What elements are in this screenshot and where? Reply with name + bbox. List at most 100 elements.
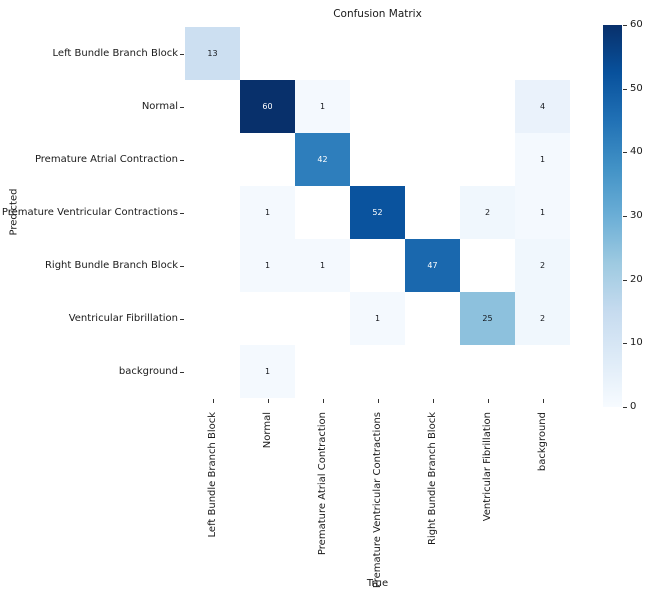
y-tick-label: Ventricular Fibrillation xyxy=(68,312,178,324)
cell-annotation: 60 xyxy=(262,102,273,111)
heatmap-cell xyxy=(405,80,460,133)
cell-annotation: 52 xyxy=(372,208,383,217)
cell-annotation: 1 xyxy=(374,314,381,323)
heatmap-cell xyxy=(350,345,405,398)
heatmap-cell xyxy=(185,292,240,345)
heatmap-cell: 1 xyxy=(295,80,350,133)
cell-annotation: 2 xyxy=(484,208,491,217)
heatmap-cell: 2 xyxy=(515,292,570,345)
heatmap-cell xyxy=(515,27,570,80)
cell-annotation: 1 xyxy=(264,208,271,217)
colorbar-tick-label: 10 xyxy=(630,337,643,349)
x-tick-mark xyxy=(322,399,324,403)
heatmap-cell xyxy=(405,27,460,80)
heatmap-cell: 4 xyxy=(515,80,570,133)
heatmap-cell xyxy=(295,27,350,80)
heatmap-cell xyxy=(460,27,515,80)
x-tick-mark xyxy=(377,399,379,403)
heatmap-cell: 47 xyxy=(405,239,460,292)
heatmap-cell: 13 xyxy=(185,27,240,80)
y-tick-label: Normal xyxy=(141,100,178,112)
colorbar-tick-label: 60 xyxy=(630,19,643,30)
cell-annotation: 47 xyxy=(427,261,438,270)
y-tick-mark xyxy=(180,371,184,373)
y-tick-label: Premature Ventricular Contractions xyxy=(1,206,178,218)
heatmap-cell xyxy=(185,345,240,398)
y-tick-mark xyxy=(180,212,184,214)
y-tick-mark xyxy=(180,159,184,161)
x-tick-mark xyxy=(212,399,214,403)
cell-annotation: 2 xyxy=(539,261,546,270)
colorbar-tick-label: 20 xyxy=(630,273,643,285)
heatmap-cell: 2 xyxy=(460,186,515,239)
colorbar-tick-mark xyxy=(623,152,627,154)
heatmap-cell xyxy=(460,345,515,398)
cell-annotation: 25 xyxy=(482,314,493,323)
x-tick-mark xyxy=(267,399,269,403)
heatmap-cell xyxy=(295,345,350,398)
heatmap-cell: 60 xyxy=(240,80,295,133)
heatmap-cell: 2 xyxy=(515,239,570,292)
heatmap-cell: 1 xyxy=(515,186,570,239)
chart-title: Confusion Matrix xyxy=(333,8,422,20)
colorbar-tick-mark xyxy=(623,88,627,90)
heatmap-cell: 1 xyxy=(350,292,405,345)
x-tick-mark xyxy=(542,399,544,403)
cell-annotation: 42 xyxy=(317,155,328,164)
heatmap-cell xyxy=(350,80,405,133)
x-tick-mark xyxy=(487,399,489,403)
colorbar-tick-label: 50 xyxy=(630,82,643,94)
heatmap-grid: 13 60 1 4 42 1 1 52 2 1 1 1 47 2 1 25 2 1 xyxy=(185,27,570,398)
heatmap-cell: 1 xyxy=(240,239,295,292)
y-tick-label: background xyxy=(118,365,178,377)
colorbar-tick-label: 0 xyxy=(630,401,637,412)
heatmap-cell xyxy=(460,239,515,292)
cell-annotation: 2 xyxy=(539,314,546,323)
y-tick-label: Left Bundle Branch Block xyxy=(52,47,178,59)
cell-annotation: 1 xyxy=(264,367,271,376)
heatmap-cell xyxy=(185,186,240,239)
y-tick-mark xyxy=(180,265,184,267)
heatmap-cell xyxy=(460,133,515,186)
heatmap-cell: 42 xyxy=(295,133,350,186)
heatmap-cell: 1 xyxy=(240,186,295,239)
heatmap-cell xyxy=(295,186,350,239)
y-tick-mark xyxy=(180,53,184,55)
cell-annotation: 1 xyxy=(539,208,546,217)
cell-annotation: 4 xyxy=(539,102,546,111)
y-tick-mark xyxy=(180,106,184,108)
heatmap-cell xyxy=(405,186,460,239)
heatmap-cell xyxy=(350,239,405,292)
colorbar-tick-mark xyxy=(623,216,627,217)
y-tick-mark xyxy=(180,318,184,320)
cell-annotation: 13 xyxy=(207,49,218,58)
colorbar-tick-label: 30 xyxy=(630,210,643,221)
cell-annotation: 1 xyxy=(539,155,546,164)
heatmap-cell xyxy=(240,27,295,80)
heatmap-cell xyxy=(185,133,240,186)
x-axis-label: True xyxy=(366,578,389,589)
heatmap-cell xyxy=(405,345,460,398)
heatmap-cell xyxy=(405,133,460,186)
colorbar-tick-label: 40 xyxy=(630,146,643,158)
heatmap-cell xyxy=(185,80,240,133)
heatmap-cell: 52 xyxy=(350,186,405,239)
cell-annotation: 1 xyxy=(319,102,326,111)
heatmap-cell xyxy=(295,292,350,345)
heatmap-cell xyxy=(515,345,570,398)
heatmap-cell xyxy=(185,239,240,292)
heatmap-cell xyxy=(460,80,515,133)
heatmap-cell: 1 xyxy=(515,133,570,186)
y-tick-label: Premature Atrial Contraction xyxy=(34,153,178,165)
heatmap-cell xyxy=(350,27,405,80)
colorbar-tick-mark xyxy=(623,407,627,408)
colorbar-tick-mark xyxy=(623,279,627,281)
heatmap-cell xyxy=(240,133,295,186)
colorbar xyxy=(603,25,622,407)
colorbar-tick-mark xyxy=(623,25,627,26)
colorbar-tick-mark xyxy=(623,343,627,345)
heatmap-cell: 25 xyxy=(460,292,515,345)
heatmap-cell xyxy=(350,133,405,186)
heatmap-cell: 1 xyxy=(240,345,295,398)
